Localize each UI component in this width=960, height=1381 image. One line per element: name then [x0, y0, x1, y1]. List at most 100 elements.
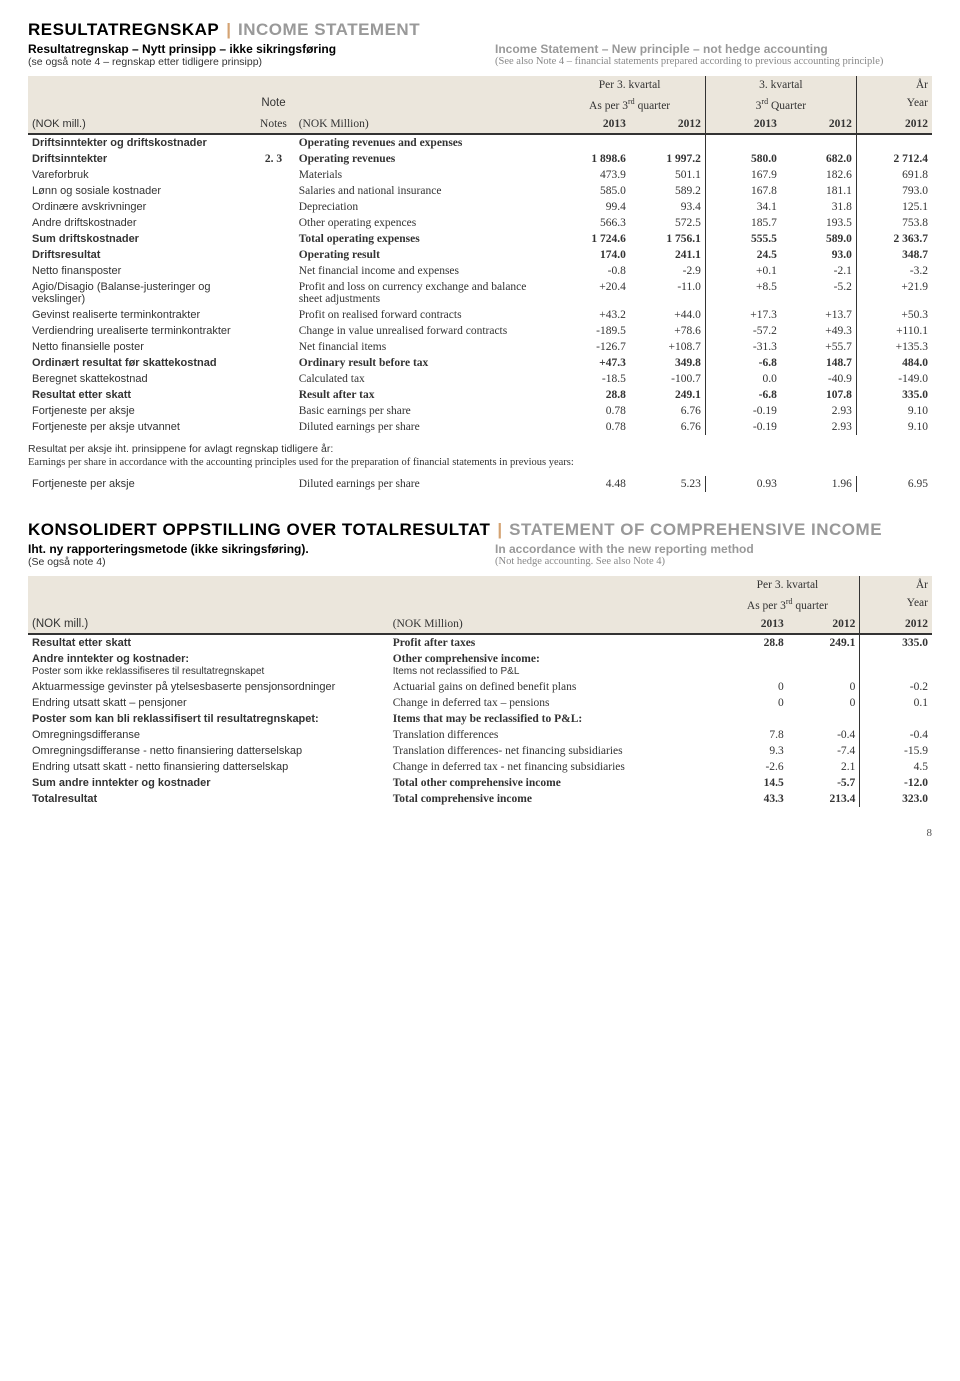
cell-val: 182.6 — [781, 167, 857, 183]
table-row: Driftsinntekter og driftskostnaderOperat… — [28, 134, 932, 151]
cell-val: +44.0 — [630, 307, 706, 323]
cell-val: +8.5 — [705, 279, 781, 307]
cell-note — [252, 419, 294, 435]
cell-val: 34.1 — [705, 199, 781, 215]
cell-val: 682.0 — [781, 151, 857, 167]
cell-val: +50.3 — [856, 307, 932, 323]
cell-note — [252, 355, 294, 371]
cell-eng: Translation differences- net financing s… — [389, 743, 716, 759]
cell-val: -0.8 — [554, 263, 630, 279]
cell-nor: Driftsinntekter og driftskostnader — [28, 134, 252, 151]
cell-val: 24.5 — [705, 247, 781, 263]
cell-val: 28.8 — [554, 387, 630, 403]
cell-nor: Lønn og sosiale kostnader — [28, 183, 252, 199]
cell-nor: Omregningsdifferanse — [28, 727, 389, 743]
cell-eng: Operating result — [295, 247, 555, 263]
cell-val: -0.4 — [860, 727, 932, 743]
cell-nor: Ordinært resultat før skattekostnad — [28, 355, 252, 371]
table-row: Gevinst realiserte terminkontrakterProfi… — [28, 307, 932, 323]
table-row: Omregningsdifferanse - netto finansierin… — [28, 743, 932, 759]
cell-nor: Ordinære avskrivninger — [28, 199, 252, 215]
cell-nor: Vareforbruk — [28, 167, 252, 183]
cell-val: +49.3 — [781, 323, 857, 339]
cell-val: 589.2 — [630, 183, 706, 199]
cell-eng: Profit and loss on currency exchange and… — [295, 279, 555, 307]
sub-eng-bold: Income Statement – New principle – not h… — [495, 42, 932, 56]
cell-val: 2.93 — [781, 419, 857, 435]
cell-eng: Calculated tax — [295, 371, 555, 387]
table-row: Netto finansposterNet financial income a… — [28, 263, 932, 279]
cell-note — [252, 215, 294, 231]
table-row: Fortjeneste per aksje Diluted earnings p… — [28, 476, 932, 492]
cell-nor: Endring utsatt skatt – pensjoner — [28, 695, 389, 711]
h-q3-nor: 3. kvartal — [759, 79, 802, 91]
cell-val: 0.0 — [705, 371, 781, 387]
cell-val: 1 724.6 — [554, 231, 630, 247]
h-note: Note — [261, 97, 285, 109]
title2-nor: KONSOLIDERT OPPSTILLING OVER TOTALRESULT… — [28, 520, 490, 539]
cell-note — [252, 387, 294, 403]
h-nokmill: (NOK mill.) — [32, 118, 86, 130]
cell-eng: Net financial income and expenses — [295, 263, 555, 279]
foot-eng: Earnings per share in accordance with th… — [28, 457, 574, 468]
cell-val: 1 997.2 — [630, 151, 706, 167]
cell-eng: Basic earnings per share — [295, 403, 555, 419]
cell-eng: Profit on realised forward contracts — [295, 307, 555, 323]
cell-val: 0.78 — [554, 403, 630, 419]
table-row: OmregningsdifferanseTranslation differen… — [28, 727, 932, 743]
cell-val: 335.0 — [856, 387, 932, 403]
cell-note — [252, 167, 294, 183]
table-row: Endring utsatt skatt - netto finansierin… — [28, 759, 932, 775]
cell-nor: Omregningsdifferanse - netto finansierin… — [28, 743, 389, 759]
h-nokmillion: (NOK Million) — [299, 118, 369, 130]
title-nor: RESULTATREGNSKAP — [28, 20, 219, 39]
cell-val — [856, 134, 932, 151]
cell-val: 107.8 — [781, 387, 857, 403]
cell-val: +110.1 — [856, 323, 932, 339]
section1-title: RESULTATREGNSKAP | INCOME STATEMENT Resu… — [28, 20, 932, 68]
subtitle-eng: Income Statement – New principle – not h… — [495, 42, 932, 68]
table-row: Poster som kan bli reklassifisert til re… — [28, 711, 932, 727]
table-row: Verdiendring urealiserte terminkontrakte… — [28, 323, 932, 339]
cell-val: 181.1 — [781, 183, 857, 199]
cell-val: -0.4 — [788, 727, 860, 743]
cell-nor: Verdiendring urealiserte terminkontrakte… — [28, 323, 252, 339]
cell-eng: Depreciation — [295, 199, 555, 215]
cell-val: +43.2 — [554, 307, 630, 323]
table-row: Endring utsatt skatt – pensjonerChange i… — [28, 695, 932, 711]
cell-eng: Items that may be reclassified to P&L: — [389, 711, 716, 727]
h-notes: Notes — [260, 118, 287, 130]
cell-val: 43.3 — [716, 791, 788, 807]
cell-eng: Other comprehensive income:Items not rec… — [389, 651, 716, 679]
cell-val: 185.7 — [705, 215, 781, 231]
cell-note — [252, 183, 294, 199]
cell-eng: Total other comprehensive income — [389, 775, 716, 791]
cell-val: 31.8 — [781, 199, 857, 215]
cell-note — [252, 323, 294, 339]
cell-val — [716, 711, 788, 727]
cell-val: 2 363.7 — [856, 231, 932, 247]
cell-val: 193.5 — [781, 215, 857, 231]
cell-val: 323.0 — [860, 791, 932, 807]
cell-eng: Salaries and national insurance — [295, 183, 555, 199]
cell-eng: Change in deferred tax - net financing s… — [389, 759, 716, 775]
cell-val: 349.8 — [630, 355, 706, 371]
cell-note: 2. 3 — [252, 151, 294, 167]
cell-note — [252, 371, 294, 387]
cell-note — [252, 307, 294, 323]
table-row: Aktuarmessige gevinster på ytelsesbasert… — [28, 679, 932, 695]
cell-val: 0 — [716, 679, 788, 695]
cell-val: 2 712.4 — [856, 151, 932, 167]
table-row: Agio/Disagio (Balanse-justeringer og vek… — [28, 279, 932, 307]
table-row: Ordinært resultat før skattekostnadOrdin… — [28, 355, 932, 371]
cell-note — [252, 247, 294, 263]
cell-nor: Driftsinntekter — [28, 151, 252, 167]
cell-val: -2.6 — [716, 759, 788, 775]
comprehensive-income-table: Per 3. kvartal År As per 3rd quarter Yea… — [28, 576, 932, 807]
cell-val: 7.8 — [716, 727, 788, 743]
cell-val: 589.0 — [781, 231, 857, 247]
cell-val: 2.93 — [781, 403, 857, 419]
cell-val: 1 756.1 — [630, 231, 706, 247]
cell-note — [252, 199, 294, 215]
cell-note — [252, 263, 294, 279]
